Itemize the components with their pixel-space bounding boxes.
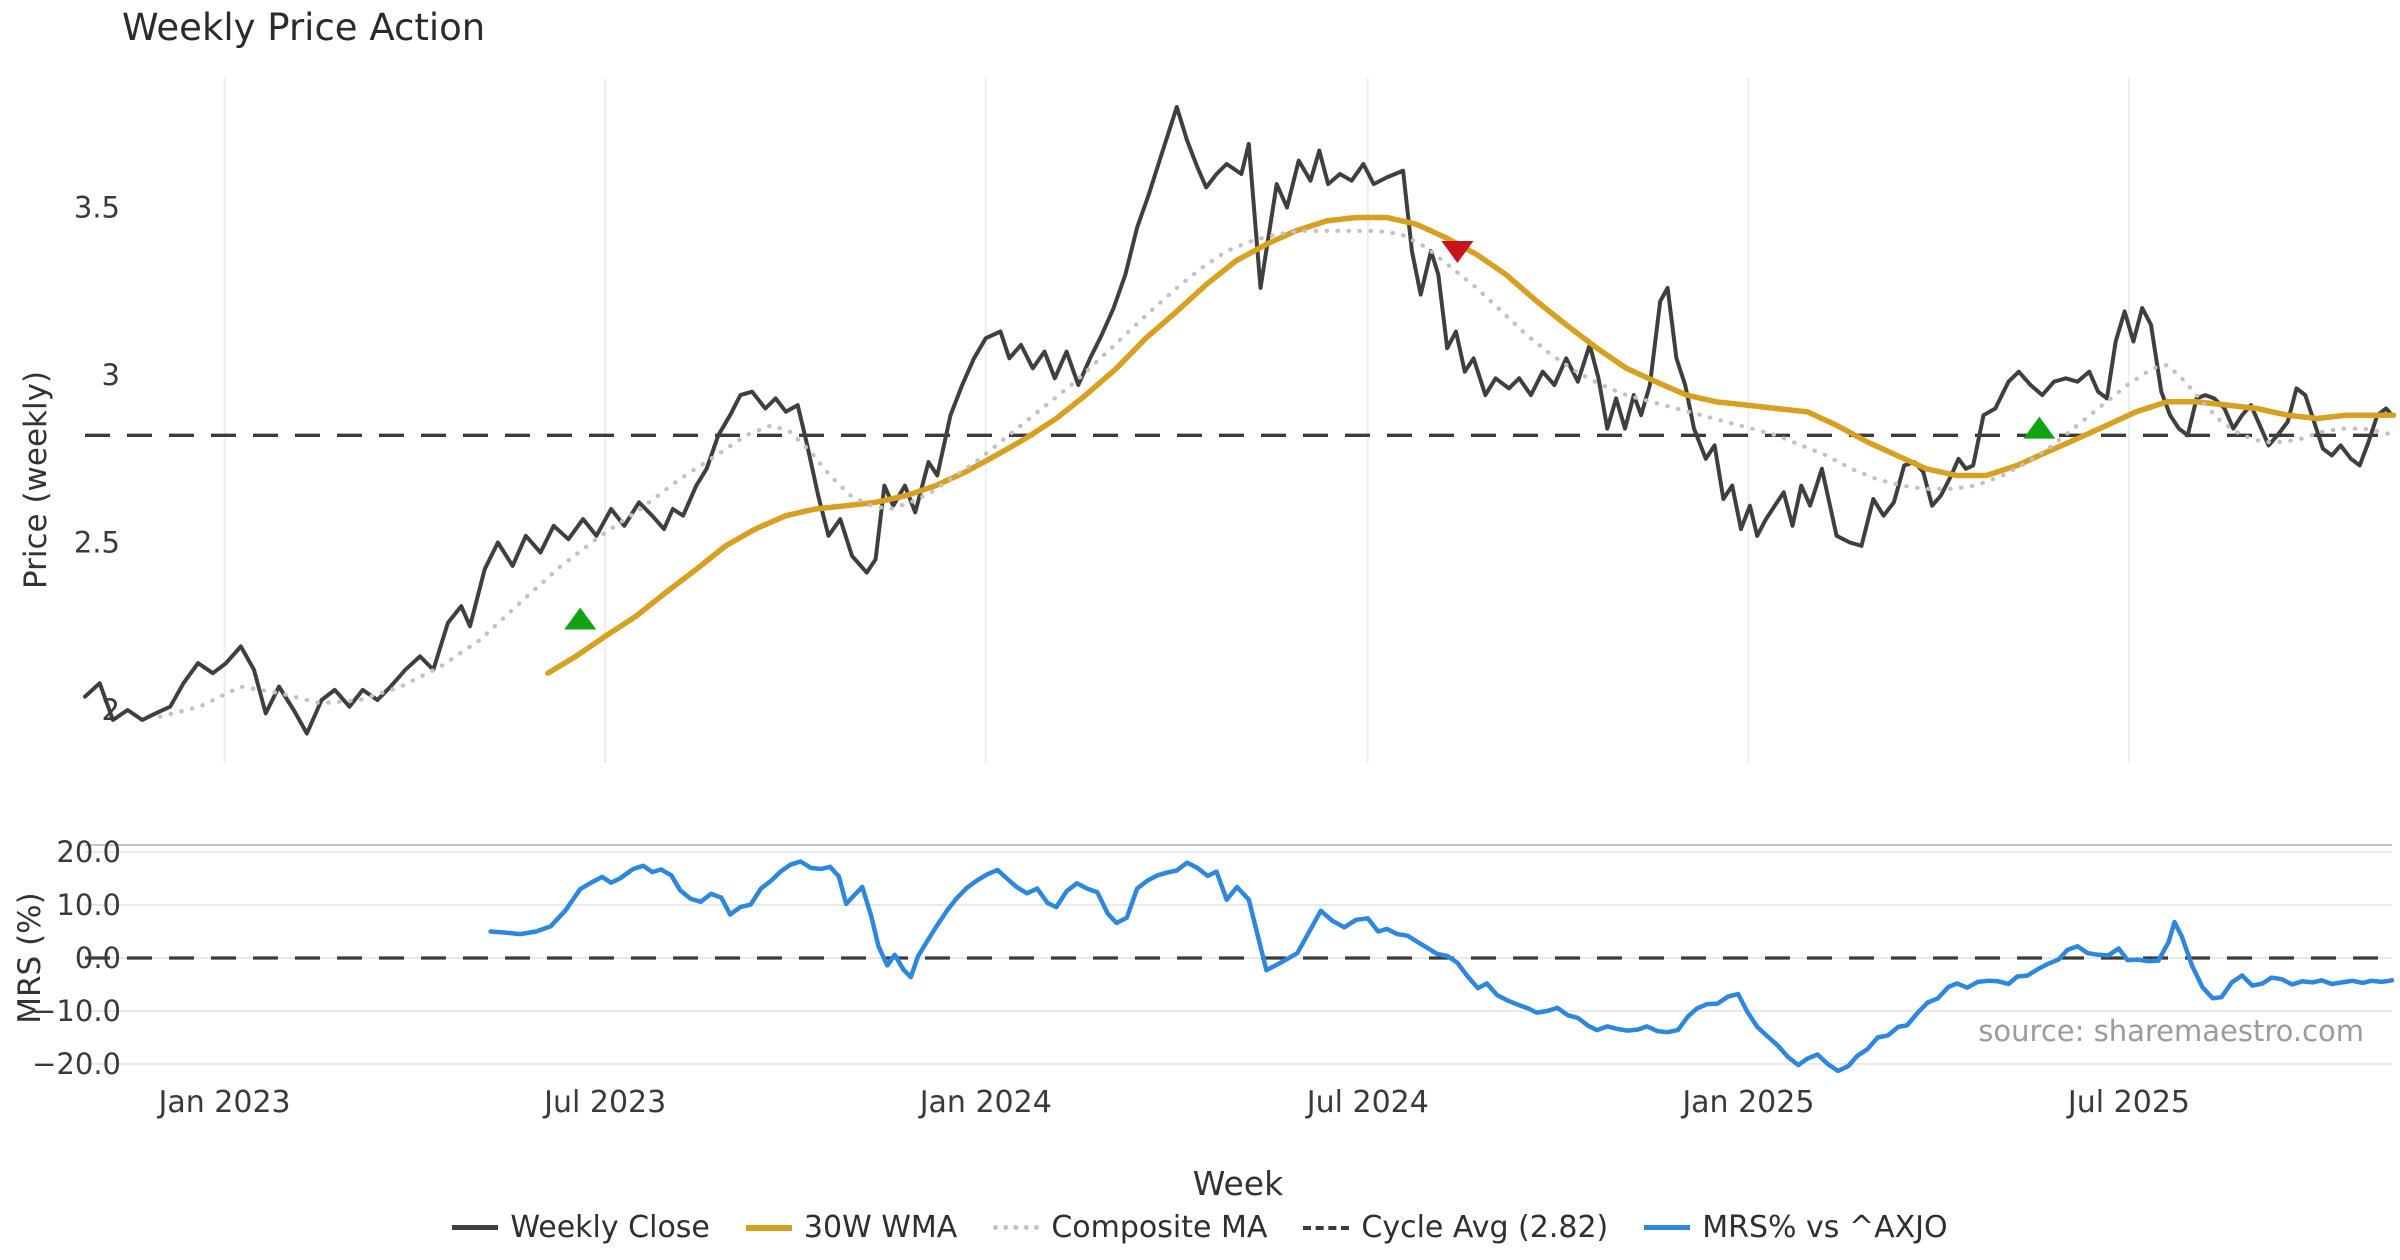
legend-label: 30W WMA xyxy=(803,1210,958,1245)
x-tick-label: Jan 2023 xyxy=(157,1085,291,1120)
legend-label: Cycle Avg (2.82) xyxy=(1361,1210,1609,1245)
x-tick-label: Jan 2024 xyxy=(918,1085,1052,1120)
chart-title: Weekly Price Action xyxy=(122,6,486,49)
mrs-y-tick-label: −10.0 xyxy=(32,994,121,1028)
legend-item-weekly-close: Weekly Close xyxy=(452,1210,710,1245)
composite-ma-line xyxy=(157,228,2396,719)
legend-label: MRS% vs ^AXJO xyxy=(1702,1210,1948,1245)
x-tick-label: Jul 2025 xyxy=(2066,1085,2190,1120)
x-axis-label: Week xyxy=(1192,1164,1284,1203)
chart-legend: Weekly Close 30W WMA Composite MA Cycle Avg… xyxy=(0,1210,2400,1245)
mrs-y-tick-label: −20.0 xyxy=(32,1047,121,1081)
legend-item-mrs-vs-axjo: MRS% vs ^AXJO xyxy=(1644,1210,1948,1245)
price-y-axis-label: Price (weekly) xyxy=(18,370,54,590)
buy-signal-2-marker xyxy=(2023,416,2056,439)
legend-swatch xyxy=(993,1225,1040,1230)
legend-swatch xyxy=(1303,1225,1350,1230)
price-y-tick-label: 2 xyxy=(102,693,120,727)
mrs-y-axis-label: MRS (%) xyxy=(12,892,48,1024)
legend-swatch xyxy=(745,1224,792,1231)
legend-item-composite-ma: Composite MA xyxy=(993,1210,1267,1245)
x-tick-label: Jan 2025 xyxy=(1680,1085,1814,1120)
mrs-y-tick-label: 0.0 xyxy=(75,941,121,975)
price-y-tick-label: 3 xyxy=(102,358,120,392)
source-attribution: source: sharemaestro.com xyxy=(1978,1014,2364,1048)
legend-swatch xyxy=(1644,1225,1691,1230)
legend-label: Weekly Close xyxy=(510,1210,710,1245)
buy-signal-1-marker xyxy=(564,607,597,630)
legend-item-30w-wma: 30W WMA xyxy=(745,1210,958,1245)
price-y-tick-label: 3.5 xyxy=(74,191,120,225)
mrs-y-tick-label: 20.0 xyxy=(56,835,121,869)
legend-item-cycle-avg-2-82-: Cycle Avg (2.82) xyxy=(1303,1210,1608,1245)
x-tick-label: Jul 2024 xyxy=(1305,1085,1429,1120)
mrs-y-tick-label: 10.0 xyxy=(56,888,121,922)
price-y-tick-label: 2.5 xyxy=(74,526,120,560)
30w-wma-line xyxy=(545,214,2397,676)
mrs-line xyxy=(488,859,2395,1074)
legend-swatch xyxy=(452,1225,499,1230)
sell-signal-1-marker xyxy=(1441,241,1474,264)
weekly-close-line xyxy=(83,105,2394,736)
legend-label: Composite MA xyxy=(1051,1210,1268,1245)
x-tick-label: Jul 2023 xyxy=(542,1085,666,1120)
